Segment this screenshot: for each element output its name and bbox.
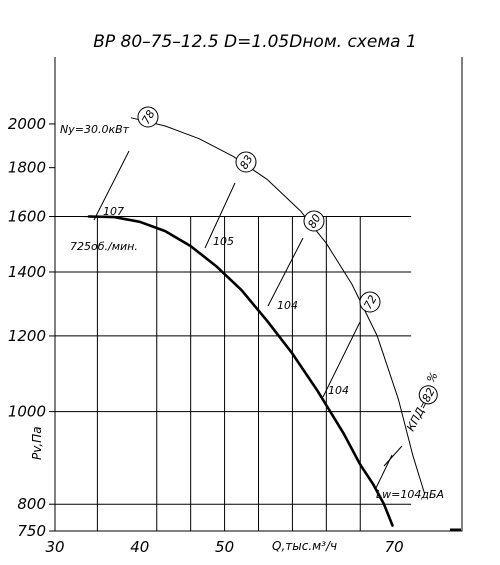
x-tick-label: 30 xyxy=(45,538,64,556)
efficiency-circle xyxy=(418,385,438,405)
sound-level-label: 104 xyxy=(277,299,298,312)
efficiency-circle-value: 80 xyxy=(305,212,323,231)
x-axis-label: Q,тыс.м³/ч xyxy=(272,539,337,553)
percent-sign: % xyxy=(424,370,440,385)
efficiency-circle xyxy=(359,291,381,313)
y-tick-label: 1400 xyxy=(8,263,46,281)
noise-leader-line xyxy=(375,454,393,489)
sound-level-label: 105 xyxy=(213,235,234,248)
y-tick-label: 750 xyxy=(17,522,46,540)
efficiency-leader-line xyxy=(383,445,403,467)
x-tick-label: 50 xyxy=(215,538,234,556)
efficiency-circle xyxy=(303,210,325,232)
efficiency-leader-line xyxy=(267,237,304,307)
efficiency-circle-value: 83 xyxy=(237,153,255,172)
y-axis-label: Pv,Па xyxy=(30,426,44,460)
x-tick-label: 70 xyxy=(385,538,404,556)
pressure-curve xyxy=(87,215,394,527)
sound-level-label: 104 xyxy=(328,384,349,397)
efficiency-leader-line xyxy=(322,321,361,398)
y-tick-label: 2000 xyxy=(8,115,46,133)
power-label: Ny=30.0кВт xyxy=(60,123,130,136)
series-lines xyxy=(82,117,426,527)
x-tick-labels: 30 40 50 70 xyxy=(45,538,403,556)
efficiency-leader-line xyxy=(204,182,236,249)
efficiency-label-group: КПД=82% xyxy=(404,370,440,434)
sound-level-label: 107 xyxy=(103,205,124,218)
y-tick-label: 1000 xyxy=(8,403,46,421)
y-tick-label: 800 xyxy=(17,495,46,513)
efficiency-circle-value: 78 xyxy=(139,108,157,127)
efficiency-circle-value: 72 xyxy=(361,293,379,312)
grid-lines xyxy=(55,216,412,531)
speed-label: 725об./мин. xyxy=(70,240,138,253)
efficiency-circle xyxy=(235,151,257,173)
chart-title: ВР 80–75–12.5 D=1.05Dном. схема 1 xyxy=(93,32,417,52)
leader-line xyxy=(93,150,130,221)
y-tick-labels: 750 800 1000 1200 1400 1600 1800 2000 xyxy=(8,115,55,540)
x-tick-label: 40 xyxy=(130,538,149,556)
y-tick-label: 1200 xyxy=(8,327,46,345)
efficiency-circle-value: 82 xyxy=(420,386,438,404)
efficiency-circle xyxy=(137,106,159,128)
y-tick-label: 1800 xyxy=(8,159,46,177)
noise-label: Lw=104дБА xyxy=(376,488,444,501)
y-tick-label: 1600 xyxy=(8,208,46,226)
